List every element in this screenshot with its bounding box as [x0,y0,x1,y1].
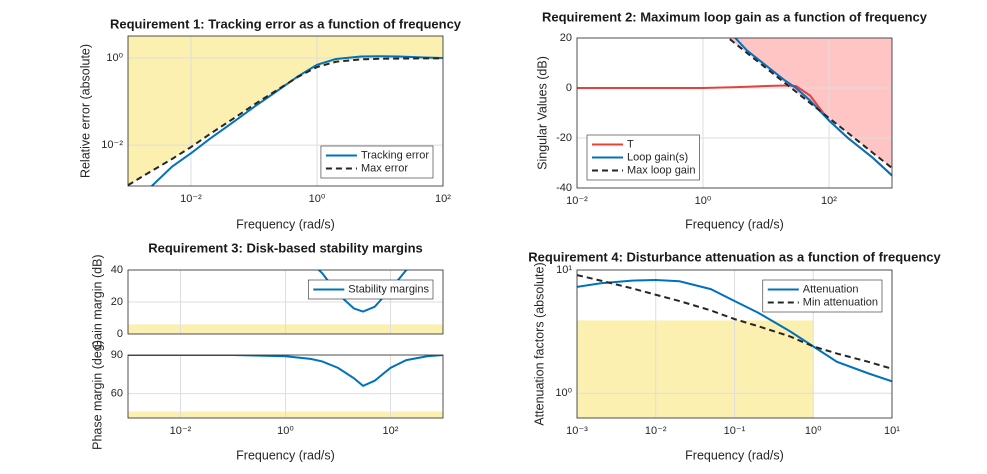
axes-box [127,269,444,335]
series-line [128,57,443,186]
legend-label: Min attenuation [803,296,878,308]
x-tick-label: 10⁻³ [566,425,588,437]
y-axis-label: Relative error (absolute) [78,44,92,178]
y-tick-label: 10⁰ [106,52,123,64]
x-tick-label: 10² [435,193,451,205]
y-axis-label: Singular Values (dB) [535,56,549,170]
series-line [150,55,443,186]
legend-box [307,279,434,300]
x-axis-label: Frequency (rad/s) [685,217,784,231]
y-tick-label: -40 [556,182,572,194]
axes-box [576,269,893,419]
y-axis-label: Gain margin (dB) [90,254,104,349]
series-line [577,278,892,383]
x-tick-label: 10⁰ [805,425,822,437]
y-tick-label: 90 [111,349,123,361]
plot-area [577,270,892,418]
requirement-region [577,320,814,418]
legend-label: Loop gain(s) [627,151,688,163]
y-tick-label: 10⁰ [555,387,572,399]
x-axis-label: Frequency (rad/s) [236,217,335,231]
legend-label: T [627,138,634,150]
x-axis-label: Frequency (rad/s) [236,448,335,462]
x-tick-label: 10⁰ [277,425,294,437]
legend-label: Attenuation [803,283,859,295]
chart-title: Requirement 4: Disturbance attenuation a… [528,249,941,264]
y-tick-label: 20 [111,296,123,308]
chart-title: Requirement 1: Tracking error as a funct… [110,16,462,31]
plot-area [577,38,892,188]
legend-label: Stability margins [348,283,429,295]
y-tick-label: 0 [566,82,572,94]
axes-box [127,354,444,419]
plot-area [128,36,443,186]
x-axis-label: Frequency (rad/s) [685,448,784,462]
x-tick-label: 10⁻² [170,425,192,437]
axes-box [576,37,893,189]
series-line [734,38,892,177]
y-tick-label: 10¹ [556,264,572,276]
series-line [577,274,892,370]
series-line [317,270,408,313]
x-tick-label: 10⁰ [695,195,712,207]
legend-box [762,279,883,313]
legend-label: Tracking error [361,149,429,161]
y-axis-label: Attenuation factors (absolute) [532,262,546,425]
x-tick-label: 10⁻¹ [724,425,746,437]
series-line [726,38,892,169]
x-tick-label: 10⁻² [566,195,588,207]
y-axis-label: Phase margin (deg) [90,340,104,450]
y-tick-label: 60 [111,387,123,399]
axes-box [127,35,444,187]
x-tick-label: 10² [821,195,837,207]
requirement-region [128,36,443,186]
legend: Stability margins [307,279,434,300]
y-tick-label: 40 [111,264,123,276]
x-tick-label: 10⁰ [309,193,326,205]
x-tick-label: 10⁻² [180,193,202,205]
y-tick-label: 20 [560,32,572,44]
y-tick-label: 0 [117,328,123,340]
legend-label: Max loop gain [627,164,696,176]
x-tick-label: 10² [383,425,399,437]
chart-title: Requirement 3: Disk-based stability marg… [148,240,423,255]
chart-title: Requirement 2: Maximum loop gain as a fu… [542,9,928,24]
x-tick-label: 10¹ [884,425,900,437]
y-tick-label: -20 [556,132,572,144]
legend-label: Max error [361,162,408,174]
plot-area [128,270,443,334]
y-tick-label: 10⁻² [101,139,123,151]
legend-box [320,145,434,179]
x-tick-label: 10⁻² [645,425,667,437]
